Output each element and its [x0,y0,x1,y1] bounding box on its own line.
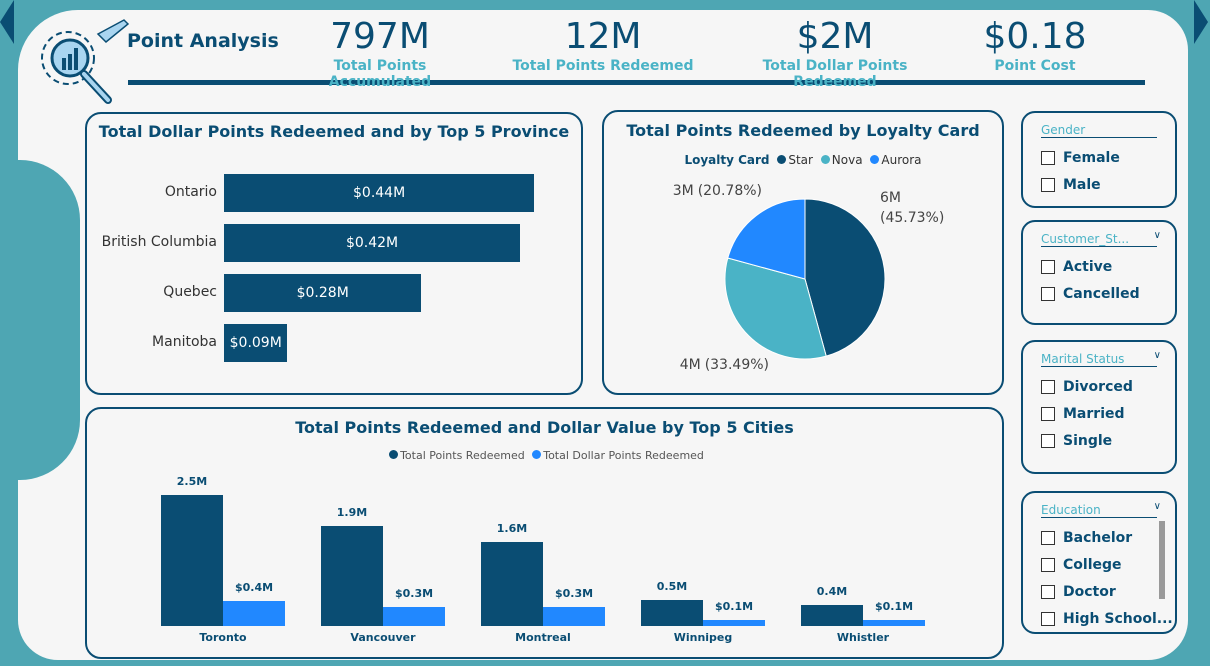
bar-data-label: 0.5M [656,579,688,593]
bar-data-label: $0.4M [234,580,274,594]
province-label: British Columbia [101,234,217,250]
analysis-logo-icon [41,19,130,104]
back-arrow-icon[interactable] [0,0,14,44]
province-bar[interactable]: $0.09M [224,324,288,362]
slicer-option[interactable]: Single [1041,427,1175,454]
pie-slice-aurora[interactable] [727,198,806,280]
slicer-option[interactable]: Married [1041,400,1175,427]
legend-dollars[interactable]: Total Dollar Points Redeemed [543,449,704,462]
province-bar[interactable]: $0.28M [224,274,422,312]
checkbox[interactable] [1041,406,1055,421]
slicer-title: Education ∨ [1041,501,1161,518]
legend-nova[interactable]: Nova [831,153,863,167]
checkbox[interactable] [1041,286,1055,301]
slicer-title: Customer_St... ∨ [1041,230,1161,247]
points-bar[interactable] [161,495,223,626]
legend-points[interactable]: Total Points Redeemed [400,449,525,462]
slicer-option[interactable]: Cancelled [1041,280,1175,307]
pie-slice-nova[interactable] [724,257,827,360]
pie-data-label: 6M (45.73%) [880,190,944,226]
slicer-option[interactable]: High School... [1041,605,1175,632]
checkbox[interactable] [1041,150,1055,165]
slicer-title: Marital Status ∨ [1041,350,1161,367]
slicer-option[interactable]: Doctor [1041,578,1175,605]
city-label: Whistler [836,631,890,644]
decorative-wave [18,160,80,480]
kpi-total-points-redeemed: 12M Total Points Redeemed [512,16,694,74]
checkbox[interactable] [1041,530,1055,545]
checkbox[interactable] [1041,611,1055,626]
loyalty-pie-chart: Total Points Redeemed by Loyalty Card Lo… [602,110,1004,395]
pie-legend: Loyalty Card Star Nova Aurora [604,153,1002,167]
checkbox[interactable] [1041,584,1055,599]
slicer-education: Education ∨ Bachelor College Doctor High Scho… [1021,491,1177,634]
legend-title: Loyalty Card [684,153,770,167]
bar-data-label: 1.6M [496,522,528,536]
slicer-option[interactable]: Female [1041,144,1175,171]
chart-title: Total Points Redeemed and Dollar Value b… [295,418,794,437]
slicer-title: Gender [1041,123,1157,138]
slicer-customer-st-: Customer_St... ∨ Active Cancelled [1021,220,1177,325]
slicer-option[interactable]: Male [1041,171,1175,198]
checkbox[interactable] [1041,557,1055,572]
city-label: Winnipeg [673,631,733,644]
points-bar[interactable] [641,599,703,626]
city-label: Montreal [515,631,571,644]
scrollbar[interactable] [1159,521,1165,599]
checkbox[interactable] [1041,177,1055,192]
pie-slice-star[interactable] [804,198,886,357]
page-title: Point Analysis [127,30,279,52]
kpi-point-cost: $0.18 Point Cost [983,16,1087,74]
slicer-gender: Gender Female Male [1021,111,1177,208]
header-divider [128,80,1145,85]
bar-data-label: $0.1M [714,599,754,613]
bar-data-label: 0.4M [816,585,848,599]
province-label: Ontario [164,184,217,200]
points-bar[interactable] [481,542,543,626]
province-bar[interactable]: $0.42M [224,224,521,262]
slicer-option[interactable]: Divorced [1041,373,1175,400]
slicer-marital-status: Marital Status ∨ Divorced Married Single [1021,340,1177,474]
slicer-option[interactable]: Active [1041,253,1175,280]
dollar-bar[interactable] [863,619,925,626]
bar-data-label: 2.5M [176,475,208,488]
bar-data-label: $0.3M [554,587,594,601]
checkbox[interactable] [1041,433,1055,448]
forward-arrow-icon[interactable] [1194,0,1208,44]
cities-chart: Total Points Redeemed and Dollar Value b… [85,407,1004,659]
points-bar[interactable] [321,526,383,626]
pie-data-label: 3M (20.78%) [673,183,762,199]
chevron-down-icon[interactable]: ∨ [1153,230,1161,241]
pie-data-label: 4M (33.49%) [680,357,769,373]
chevron-down-icon[interactable]: ∨ [1153,350,1161,361]
province-label: Quebec [163,284,217,300]
dollar-bar[interactable] [223,600,285,626]
chart-title: Total Dollar Points Redeemed and by Top … [98,122,570,141]
checkbox[interactable] [1041,379,1055,394]
chevron-down-icon[interactable]: ∨ [1153,501,1161,512]
province-bar[interactable]: $0.44M [224,174,535,212]
legend-aurora[interactable]: Aurora [881,153,922,167]
points-bar[interactable] [801,605,863,626]
city-label: Vancouver [350,631,416,644]
legend-star[interactable]: Star [788,153,813,167]
bar-data-label: $0.1M [874,599,914,613]
bar-data-label: 1.9M [336,506,368,520]
checkbox[interactable] [1041,259,1055,274]
province-chart: Total Dollar Points Redeemed and by Top … [85,112,583,395]
province-label: Manitoba [152,334,217,350]
chart-title: Total Points Redeemed by Loyalty Card [626,121,980,140]
cities-legend: Total Points Redeemed Total Dollar Point… [87,449,1002,462]
slicer-option[interactable]: Bachelor [1041,524,1175,551]
dollar-bar[interactable] [383,607,445,626]
kpi-total-points-accumulated: 797M Total Points Accumulated [328,16,432,90]
city-label: Toronto [199,631,247,644]
bar-data-label: $0.3M [394,587,434,601]
slicer-option[interactable]: College [1041,551,1175,578]
dollar-bar[interactable] [543,607,605,626]
dollar-bar[interactable] [703,619,765,626]
kpi-total-dollar-points-redeemed: $2M Total Dollar Points Redeemed [762,16,908,90]
